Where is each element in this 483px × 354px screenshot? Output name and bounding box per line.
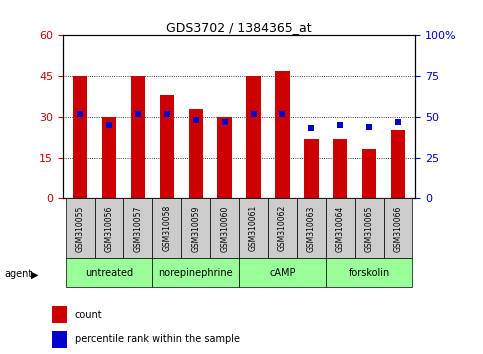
- Bar: [210, 198, 239, 258]
- Bar: [333, 138, 347, 198]
- Text: GSM310061: GSM310061: [249, 205, 258, 251]
- Bar: [73, 76, 87, 198]
- Bar: [66, 258, 152, 287]
- Bar: [326, 198, 355, 258]
- Text: GSM310056: GSM310056: [104, 205, 114, 252]
- Text: GSM310065: GSM310065: [365, 205, 374, 252]
- Bar: [131, 76, 145, 198]
- Bar: [152, 198, 181, 258]
- Bar: [362, 149, 376, 198]
- Text: GSM310058: GSM310058: [162, 205, 171, 251]
- Bar: [275, 71, 290, 198]
- Text: agent: agent: [5, 269, 33, 279]
- Bar: [95, 198, 124, 258]
- Bar: [53, 331, 67, 348]
- Bar: [188, 109, 203, 198]
- Text: count: count: [75, 309, 102, 320]
- Bar: [268, 198, 297, 258]
- Text: percentile rank within the sample: percentile rank within the sample: [75, 334, 240, 344]
- Bar: [391, 130, 405, 198]
- Text: GSM310060: GSM310060: [220, 205, 229, 252]
- Bar: [239, 198, 268, 258]
- Bar: [181, 198, 210, 258]
- Bar: [355, 198, 384, 258]
- Text: norepinephrine: norepinephrine: [158, 268, 233, 278]
- Text: GSM310057: GSM310057: [133, 205, 142, 252]
- Text: GSM310055: GSM310055: [76, 205, 85, 252]
- Bar: [102, 117, 116, 198]
- Bar: [152, 258, 239, 287]
- Text: GSM310063: GSM310063: [307, 205, 316, 252]
- Text: GSM310066: GSM310066: [394, 205, 402, 252]
- Bar: [217, 117, 232, 198]
- Bar: [297, 198, 326, 258]
- Text: forskolin: forskolin: [349, 268, 390, 278]
- Title: GDS3702 / 1384365_at: GDS3702 / 1384365_at: [166, 21, 312, 34]
- Text: untreated: untreated: [85, 268, 133, 278]
- Bar: [66, 198, 95, 258]
- Bar: [239, 258, 326, 287]
- Text: GSM310062: GSM310062: [278, 205, 287, 251]
- Text: GSM310059: GSM310059: [191, 205, 200, 252]
- Bar: [384, 198, 412, 258]
- Text: cAMP: cAMP: [269, 268, 296, 278]
- Text: GSM310064: GSM310064: [336, 205, 345, 252]
- Text: ▶: ▶: [31, 269, 39, 279]
- Bar: [326, 258, 412, 287]
- Bar: [246, 76, 261, 198]
- Bar: [159, 95, 174, 198]
- Bar: [124, 198, 152, 258]
- Bar: [304, 138, 319, 198]
- Bar: [53, 306, 67, 323]
